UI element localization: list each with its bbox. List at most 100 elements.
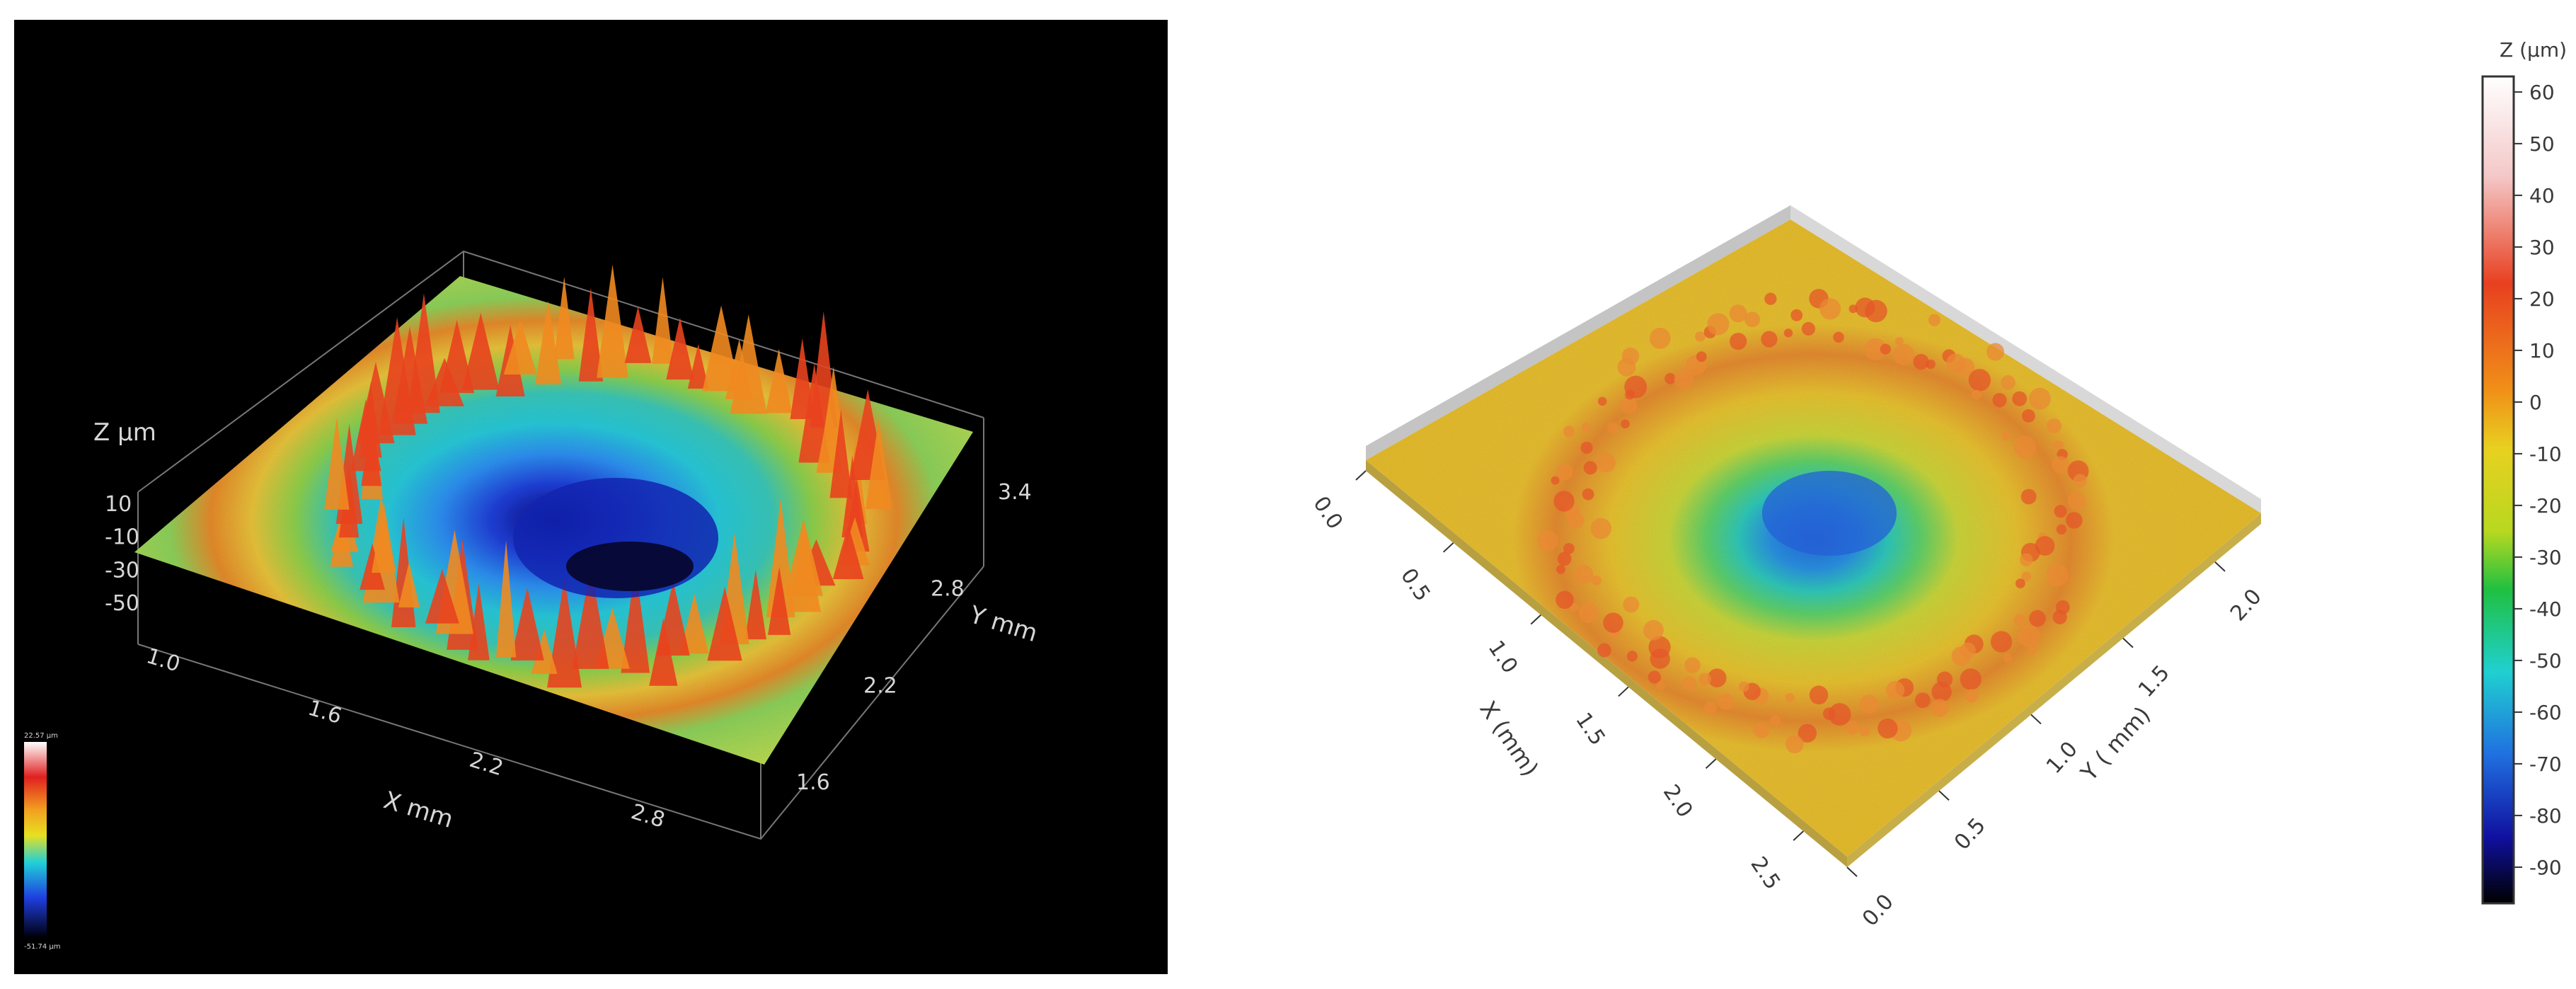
right-rim-blob bbox=[1730, 333, 1747, 350]
right-rim-blob bbox=[1648, 670, 1661, 684]
right-y-tick-mark bbox=[1938, 790, 1950, 801]
right-colorbar-title: Z (µm) bbox=[2500, 38, 2567, 62]
right-colorbar-tick-label: -40 bbox=[2529, 598, 2562, 621]
right-rim-blob bbox=[1649, 327, 1671, 349]
right-rim-blob bbox=[1738, 681, 1749, 692]
right-panel: 0.0 0.5 1.0 1.5 2.0 2.5 0.0 0.5 1.0 1.5 2.0 X (mm… bbox=[1308, 38, 2567, 931]
right-x-tick-mark bbox=[1355, 470, 1367, 481]
right-rim-blob bbox=[1951, 646, 1972, 666]
right-colorbar-tick-label: -90 bbox=[2529, 856, 2562, 879]
right-rim-blob bbox=[1783, 328, 1793, 338]
right-rim-blob bbox=[1621, 396, 1638, 414]
left-peak bbox=[730, 314, 767, 414]
right-rim-blob bbox=[1801, 321, 1815, 336]
right-rim-blob bbox=[1536, 530, 1558, 551]
right-rim-blob bbox=[1965, 689, 1979, 703]
right-rim-blob bbox=[1682, 676, 1697, 691]
right-rim-blob bbox=[2020, 488, 2037, 505]
right-colorbar-tick-label: 60 bbox=[2529, 81, 2555, 104]
right-rim-blob bbox=[1885, 680, 1905, 700]
right-rim-blob bbox=[1698, 673, 1712, 686]
right-rim-blob bbox=[1626, 651, 1638, 662]
left-peak bbox=[360, 543, 385, 590]
right-x-axis-label: X (mm) bbox=[1474, 696, 1543, 781]
right-rim-blob bbox=[1729, 304, 1747, 323]
right-rim-blob bbox=[1769, 715, 1781, 726]
left-peak bbox=[535, 300, 562, 384]
right-rim-blob bbox=[1664, 372, 1677, 384]
right-rim-blob bbox=[1865, 299, 1887, 323]
right-rim-blob bbox=[1563, 425, 1575, 438]
right-right-wall bbox=[1790, 205, 2261, 513]
right-rim-blob bbox=[1624, 375, 1648, 399]
right-rim-blob bbox=[1591, 576, 1602, 586]
right-colorbar-tick-label: -20 bbox=[2529, 494, 2562, 518]
right-colorbar-tick-label: 30 bbox=[2529, 236, 2555, 259]
right-rim-blob bbox=[1864, 338, 1887, 360]
left-y-ticks: 1.6 2.2 2.8 3.4 bbox=[796, 480, 1032, 795]
right-rim-blob bbox=[2001, 375, 2016, 390]
right-left-wall bbox=[1366, 205, 1790, 460]
right-rim-blob bbox=[1764, 292, 1777, 305]
right-colorbar-tick-label: -50 bbox=[2529, 649, 2562, 673]
right-rim-blob bbox=[1603, 612, 1623, 633]
left-peak bbox=[503, 320, 537, 375]
right-y-tick-label: 1.0 bbox=[2042, 737, 2083, 779]
right-x-tick-mark bbox=[1705, 758, 1717, 770]
left-colorbar-min-label: -51.74 µm bbox=[24, 943, 61, 951]
right-x-tick-mark bbox=[1442, 542, 1454, 553]
right-rim-blob bbox=[2073, 474, 2087, 488]
right-rim-blob bbox=[2028, 387, 2051, 410]
right-colorbar-tick-label: -70 bbox=[2529, 753, 2562, 776]
right-y-tick-label: 2.0 bbox=[2226, 584, 2267, 626]
left-colorbar: 22.57 µm -51.74 µm bbox=[24, 732, 61, 951]
right-rim-blob bbox=[2054, 505, 2067, 518]
right-rim-blob bbox=[1828, 703, 1851, 726]
left-surface-plot bbox=[134, 264, 973, 765]
right-rim-blob bbox=[1790, 309, 1803, 321]
left-peak bbox=[829, 409, 853, 498]
right-rim-blob bbox=[1894, 337, 1904, 346]
right-y-tick-label: 0.5 bbox=[1950, 813, 1991, 855]
left-peak bbox=[496, 540, 517, 658]
right-rim-blob bbox=[1753, 721, 1770, 738]
left-peak bbox=[767, 566, 791, 635]
right-colorbar-tick-label: -10 bbox=[2529, 442, 2562, 466]
right-rim-blob bbox=[1913, 353, 1929, 370]
left-y-tick-label: 2.2 bbox=[863, 673, 897, 698]
right-rim-blob bbox=[1695, 331, 1706, 342]
right-rim-blob bbox=[2003, 653, 2012, 663]
right-colorbar-tick-label: 10 bbox=[2529, 339, 2555, 362]
right-rim-blob bbox=[1822, 707, 1836, 721]
right-x-tick-mark bbox=[1530, 614, 1541, 625]
left-peak bbox=[578, 287, 604, 382]
right-rim-blob bbox=[2021, 571, 2032, 582]
right-rim-blob bbox=[1968, 369, 1991, 391]
left-y-tick-label: 3.4 bbox=[998, 480, 1032, 505]
right-rim-blob bbox=[1931, 681, 1952, 702]
left-z-ticks: 10 -10 -30 -50 bbox=[105, 492, 139, 616]
right-rim-blob bbox=[1992, 393, 2007, 408]
left-peak bbox=[439, 320, 475, 394]
right-rim-blob bbox=[1623, 596, 1640, 613]
left-peak bbox=[649, 617, 678, 686]
left-peak bbox=[597, 264, 628, 378]
right-rim-blob bbox=[1583, 461, 1597, 475]
left-y-tick-label: 1.6 bbox=[796, 770, 830, 795]
right-colorbar: Z (µm) 60 50 40 30 20 10 0 -10 -20 -30 -40 -50 -60 -7… bbox=[2481, 38, 2567, 905]
left-peak bbox=[766, 498, 795, 618]
right-rim-blob bbox=[1704, 702, 1717, 714]
right-rim-blob bbox=[1643, 619, 1664, 641]
right-x-tick-label: 2.5 bbox=[1746, 852, 1786, 894]
right-rim-blob bbox=[1582, 488, 1594, 501]
right-colorbar-tick-label: 50 bbox=[2529, 132, 2555, 156]
left-z-tick-label: 10 bbox=[105, 492, 132, 517]
right-rim-blob bbox=[1556, 590, 1574, 610]
left-peak bbox=[624, 307, 652, 363]
left-peak bbox=[702, 305, 740, 391]
left-y-tick-label: 2.8 bbox=[931, 577, 965, 602]
right-rim-blob bbox=[2001, 431, 2011, 441]
right-rim-blob bbox=[1696, 351, 1707, 362]
right-rim-blob bbox=[2021, 409, 2035, 423]
